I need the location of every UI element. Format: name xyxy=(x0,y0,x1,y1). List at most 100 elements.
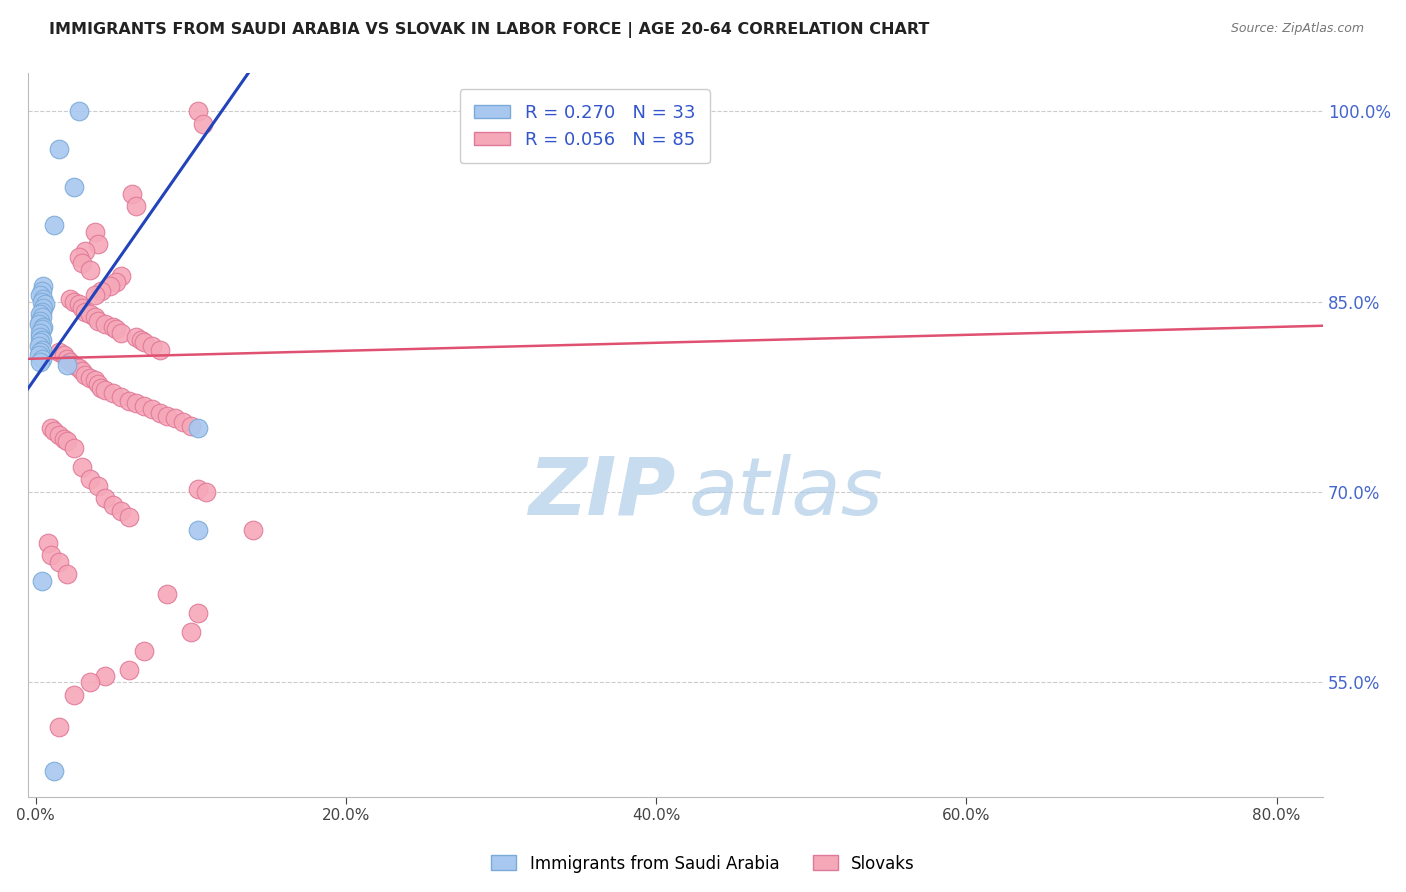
Point xyxy=(32,319,55,334)
Point xyxy=(44,764,66,779)
Point xyxy=(63,688,86,702)
Point xyxy=(83,288,105,302)
Point xyxy=(191,117,214,131)
Point xyxy=(70,301,93,315)
Point xyxy=(30,307,52,321)
Point xyxy=(30,355,52,369)
Point xyxy=(125,199,148,213)
Point xyxy=(79,307,101,321)
Text: Source: ZipAtlas.com: Source: ZipAtlas.com xyxy=(1230,22,1364,36)
Point xyxy=(187,523,209,537)
Point xyxy=(101,319,124,334)
Point xyxy=(83,373,105,387)
Point xyxy=(156,409,179,423)
Text: atlas: atlas xyxy=(689,454,883,532)
Point xyxy=(242,523,264,537)
Point xyxy=(30,335,52,350)
Point xyxy=(94,491,117,506)
Point xyxy=(165,411,187,425)
Legend: Immigrants from Saudi Arabia, Slovaks: Immigrants from Saudi Arabia, Slovaks xyxy=(485,848,921,880)
Point xyxy=(79,675,101,690)
Point xyxy=(31,322,53,336)
Point xyxy=(48,720,70,734)
Point xyxy=(59,355,82,369)
Point xyxy=(101,498,124,512)
Point xyxy=(90,381,112,395)
Point xyxy=(141,339,163,353)
Point xyxy=(134,335,156,350)
Point xyxy=(86,237,108,252)
Point xyxy=(31,343,53,357)
Point xyxy=(180,419,202,434)
Point xyxy=(39,421,62,435)
Point xyxy=(110,390,132,404)
Point xyxy=(187,104,209,119)
Point xyxy=(63,294,86,309)
Point xyxy=(28,318,51,332)
Point xyxy=(79,262,101,277)
Point xyxy=(32,279,55,293)
Point xyxy=(105,276,128,290)
Point xyxy=(187,421,209,435)
Point xyxy=(44,219,66,233)
Legend: R = 0.270   N = 33, R = 0.056   N = 85: R = 0.270 N = 33, R = 0.056 N = 85 xyxy=(460,89,710,163)
Point xyxy=(149,343,172,357)
Point xyxy=(79,472,101,486)
Point xyxy=(141,402,163,417)
Point xyxy=(94,318,117,332)
Point xyxy=(75,304,97,318)
Point xyxy=(70,459,93,474)
Point xyxy=(86,478,108,492)
Point xyxy=(94,669,117,683)
Point xyxy=(63,441,86,455)
Point xyxy=(55,358,77,372)
Point xyxy=(134,643,156,657)
Point xyxy=(32,301,55,315)
Point xyxy=(187,606,209,620)
Point xyxy=(125,396,148,410)
Point xyxy=(83,225,105,239)
Point xyxy=(55,351,77,366)
Point xyxy=(31,304,53,318)
Point xyxy=(52,432,75,446)
Point xyxy=(28,339,51,353)
Point xyxy=(30,326,52,341)
Point xyxy=(98,279,121,293)
Point xyxy=(110,269,132,284)
Point xyxy=(37,535,59,549)
Point xyxy=(31,574,53,588)
Point xyxy=(55,434,77,449)
Point xyxy=(63,180,86,194)
Point xyxy=(75,244,97,258)
Point xyxy=(63,358,86,372)
Point xyxy=(44,424,66,438)
Point xyxy=(86,377,108,392)
Point xyxy=(48,427,70,442)
Point xyxy=(180,624,202,639)
Point xyxy=(48,345,70,359)
Point xyxy=(110,504,132,518)
Point xyxy=(39,549,62,563)
Point xyxy=(195,485,218,500)
Point xyxy=(67,297,90,311)
Point xyxy=(75,368,97,383)
Point xyxy=(67,104,90,119)
Point xyxy=(34,297,56,311)
Text: ZIP: ZIP xyxy=(529,454,675,532)
Point xyxy=(172,415,194,429)
Point xyxy=(30,330,52,344)
Point xyxy=(83,310,105,324)
Point xyxy=(156,586,179,600)
Point xyxy=(31,285,53,299)
Text: IMMIGRANTS FROM SAUDI ARABIA VS SLOVAK IN LABOR FORCE | AGE 20-64 CORRELATION CH: IMMIGRANTS FROM SAUDI ARABIA VS SLOVAK I… xyxy=(49,22,929,38)
Point xyxy=(121,186,143,201)
Point xyxy=(48,555,70,569)
Point xyxy=(94,384,117,398)
Point xyxy=(129,333,152,347)
Point xyxy=(31,333,53,347)
Point xyxy=(31,351,53,366)
Point xyxy=(79,370,101,384)
Point xyxy=(59,292,82,306)
Point xyxy=(118,393,141,408)
Point xyxy=(118,663,141,677)
